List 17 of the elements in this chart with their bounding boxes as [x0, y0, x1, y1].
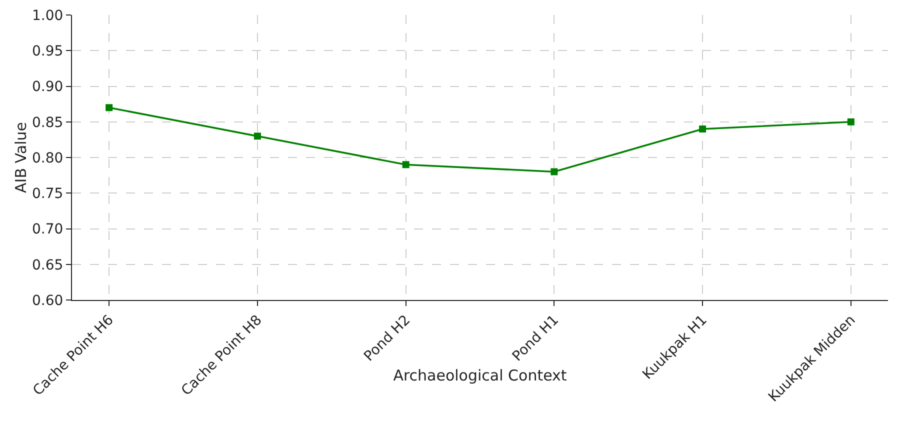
x-axis-title: Archaeological Context: [393, 366, 567, 385]
point: [402, 161, 410, 168]
y-tick-label: 0.85: [32, 114, 64, 131]
y-axis-title: AIB Value: [12, 122, 30, 193]
y-tick-label: 0.90: [32, 79, 64, 96]
y-tick-label: 0.65: [32, 257, 64, 274]
point: [106, 104, 113, 112]
point: [254, 132, 261, 140]
y-tick-label: 1.00: [32, 8, 64, 24]
y-tick-label: 0.95: [32, 44, 64, 60]
point: [699, 126, 706, 132]
point: [550, 168, 558, 176]
y-tick-label: 0.60: [32, 292, 64, 309]
point: [847, 118, 854, 126]
y-tick-label: 0.70: [32, 222, 64, 238]
y-tick-label: 0.80: [32, 150, 64, 166]
y-tick-label: 0.75: [32, 186, 64, 202]
